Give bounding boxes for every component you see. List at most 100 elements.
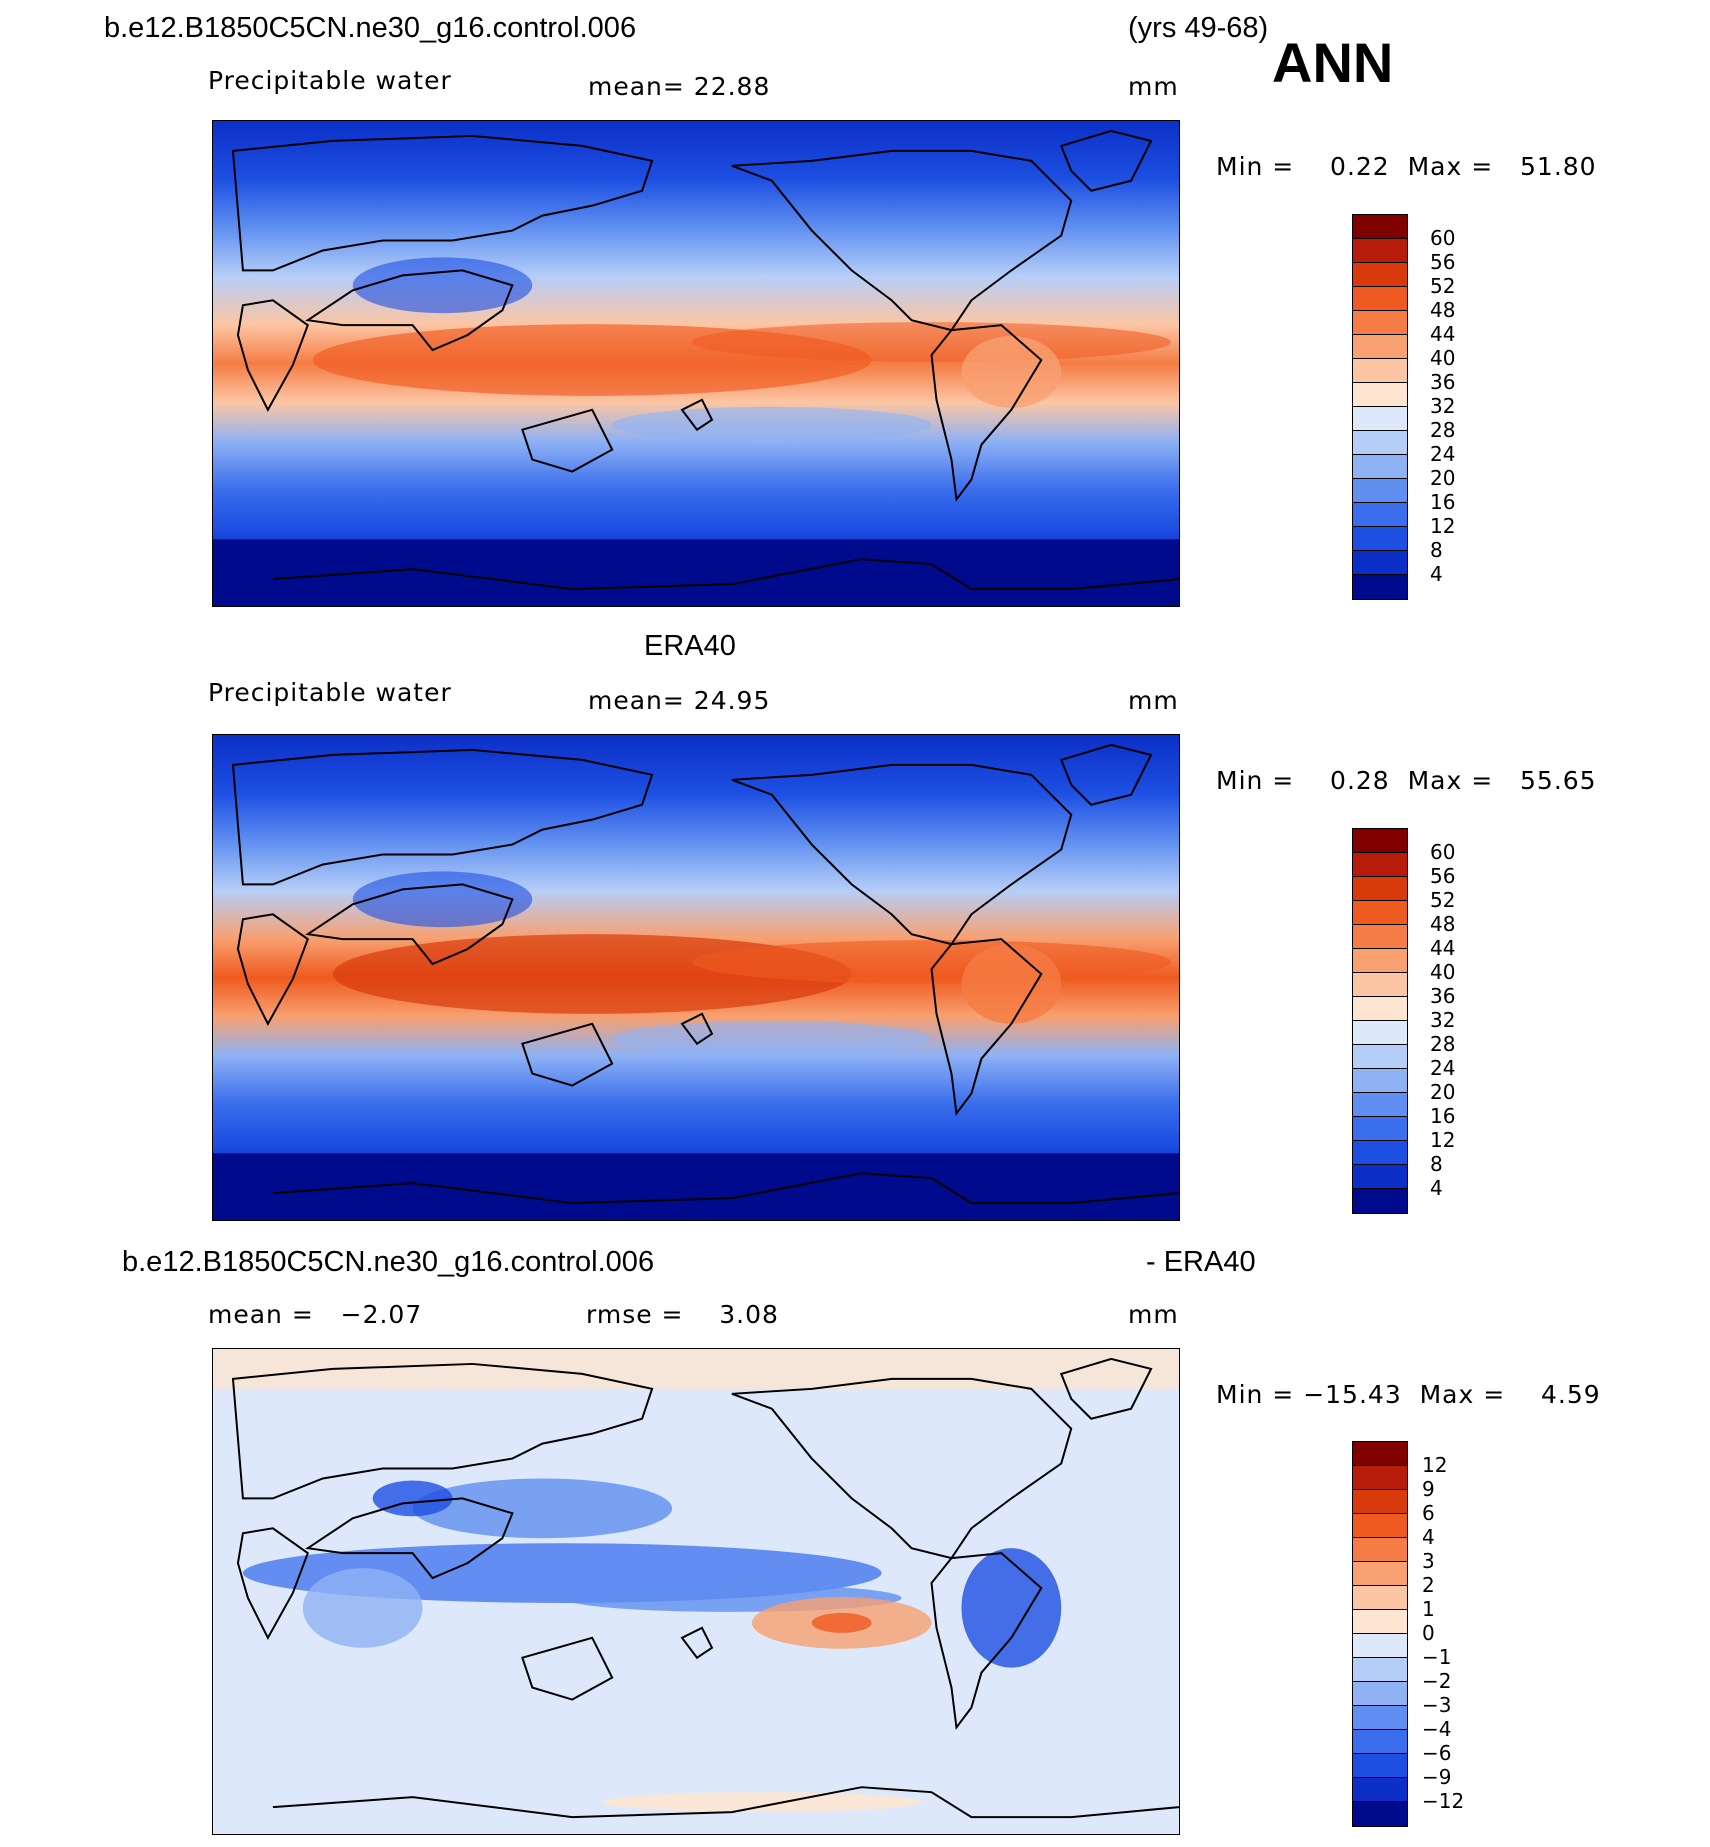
colorbar-label: −6 — [1422, 1741, 1452, 1765]
panel3-rmse: rmse = 3.08 — [586, 1300, 779, 1329]
colorbar-label: −9 — [1422, 1765, 1452, 1789]
years-label: (yrs 49-68) — [1128, 12, 1269, 44]
swatch — [1353, 551, 1407, 575]
panel3-title-right: - ERA40 — [1146, 1246, 1256, 1278]
panel2-colorbar — [1352, 828, 1408, 1214]
swatch — [1353, 1538, 1407, 1562]
colorbar-label: 2 — [1422, 1573, 1435, 1597]
swatch — [1353, 503, 1407, 527]
swatch — [1353, 575, 1407, 599]
swatch — [1353, 527, 1407, 551]
swatch — [1353, 1634, 1407, 1658]
swatch — [1353, 1778, 1407, 1802]
colorbar-label: 56 — [1430, 250, 1456, 274]
panel2-units: mm — [1128, 686, 1179, 715]
colorbar-label: 24 — [1430, 442, 1456, 466]
colorbar-label: 32 — [1430, 1008, 1456, 1032]
colorbar-label: 20 — [1430, 1080, 1456, 1104]
colorbar-label: 44 — [1430, 322, 1456, 346]
panel1-minmax: Min = 0.22 Max = 51.80 — [1216, 152, 1597, 181]
swatch — [1353, 877, 1407, 901]
colorbar-label: 12 — [1430, 1128, 1456, 1152]
colorbar-label: 36 — [1430, 370, 1456, 394]
colorbar-label: 8 — [1430, 538, 1443, 562]
panel2-variable: Precipitable water — [208, 678, 452, 707]
colorbar-label: −2 — [1422, 1669, 1452, 1693]
swatch — [1353, 1117, 1407, 1141]
swatch — [1353, 455, 1407, 479]
panel3-title-left: b.e12.B1850C5CN.ne30_g16.control.006 — [122, 1246, 655, 1278]
swatch — [1353, 1610, 1407, 1634]
colorbar-label: 20 — [1430, 466, 1456, 490]
swatch — [1353, 949, 1407, 973]
swatch — [1353, 311, 1407, 335]
colorbar-label: 36 — [1430, 984, 1456, 1008]
colorbar-label: 60 — [1430, 840, 1456, 864]
swatch — [1353, 1706, 1407, 1730]
panel1-map — [212, 120, 1180, 607]
colorbar-label: 52 — [1430, 888, 1456, 912]
swatch — [1353, 287, 1407, 311]
swatch — [1353, 1021, 1407, 1045]
colorbar-label: 28 — [1430, 1032, 1456, 1056]
swatch — [1353, 215, 1407, 239]
swatch — [1353, 853, 1407, 877]
panel1-mean: mean= 22.88 — [588, 72, 771, 101]
colorbar-label: 0 — [1422, 1621, 1435, 1645]
swatch — [1353, 973, 1407, 997]
swatch — [1353, 1093, 1407, 1117]
swatch — [1353, 901, 1407, 925]
panel2-mean: mean= 24.95 — [588, 686, 771, 715]
swatch — [1353, 1658, 1407, 1682]
colorbar-label: 12 — [1422, 1453, 1448, 1477]
colorbar-label: 40 — [1430, 346, 1456, 370]
colorbar-label: 48 — [1430, 298, 1456, 322]
swatch — [1353, 1141, 1407, 1165]
swatch — [1353, 1466, 1407, 1490]
colorbar-label: −1 — [1422, 1645, 1452, 1669]
panel3-minmax: Min = −15.43 Max = 4.59 — [1216, 1380, 1601, 1409]
panel3-units: mm — [1128, 1300, 1179, 1329]
colorbar-label: 4 — [1422, 1525, 1435, 1549]
swatch — [1353, 925, 1407, 949]
swatch — [1353, 239, 1407, 263]
swatch — [1353, 1189, 1407, 1213]
panel3-colorbar — [1352, 1441, 1408, 1827]
swatch — [1353, 359, 1407, 383]
colorbar-label: −4 — [1422, 1717, 1452, 1741]
swatch — [1353, 1754, 1407, 1778]
swatch — [1353, 829, 1407, 853]
colorbar-label: 12 — [1430, 514, 1456, 538]
colorbar-label: 1 — [1422, 1597, 1435, 1621]
swatch — [1353, 1514, 1407, 1538]
colorbar-label: −3 — [1422, 1693, 1452, 1717]
colorbar-label: 16 — [1430, 1104, 1456, 1128]
colorbar-label: 4 — [1430, 1176, 1443, 1200]
colorbar-label: 8 — [1430, 1152, 1443, 1176]
swatch — [1353, 1730, 1407, 1754]
swatch — [1353, 1069, 1407, 1093]
case-title: b.e12.B1850C5CN.ne30_g16.control.006 — [104, 12, 637, 44]
panel3-mean: mean = −2.07 — [208, 1300, 423, 1329]
colorbar-label: 48 — [1430, 912, 1456, 936]
colorbar-label: 52 — [1430, 274, 1456, 298]
swatch — [1353, 1802, 1407, 1826]
colorbar-label: 6 — [1422, 1501, 1435, 1525]
colorbar-label: 44 — [1430, 936, 1456, 960]
season-label: ANN — [1272, 31, 1394, 94]
swatch — [1353, 1045, 1407, 1069]
colorbar-label: 32 — [1430, 394, 1456, 418]
swatch — [1353, 335, 1407, 359]
panel1-colorbar — [1352, 214, 1408, 600]
colorbar-label: 56 — [1430, 864, 1456, 888]
colorbar-label: −12 — [1422, 1789, 1465, 1813]
panel1-units: mm — [1128, 72, 1179, 101]
swatch — [1353, 383, 1407, 407]
swatch — [1353, 479, 1407, 503]
swatch — [1353, 407, 1407, 431]
panel2-map — [212, 734, 1180, 1221]
swatch — [1353, 997, 1407, 1021]
swatch — [1353, 263, 1407, 287]
swatch — [1353, 1165, 1407, 1189]
colorbar-label: 40 — [1430, 960, 1456, 984]
